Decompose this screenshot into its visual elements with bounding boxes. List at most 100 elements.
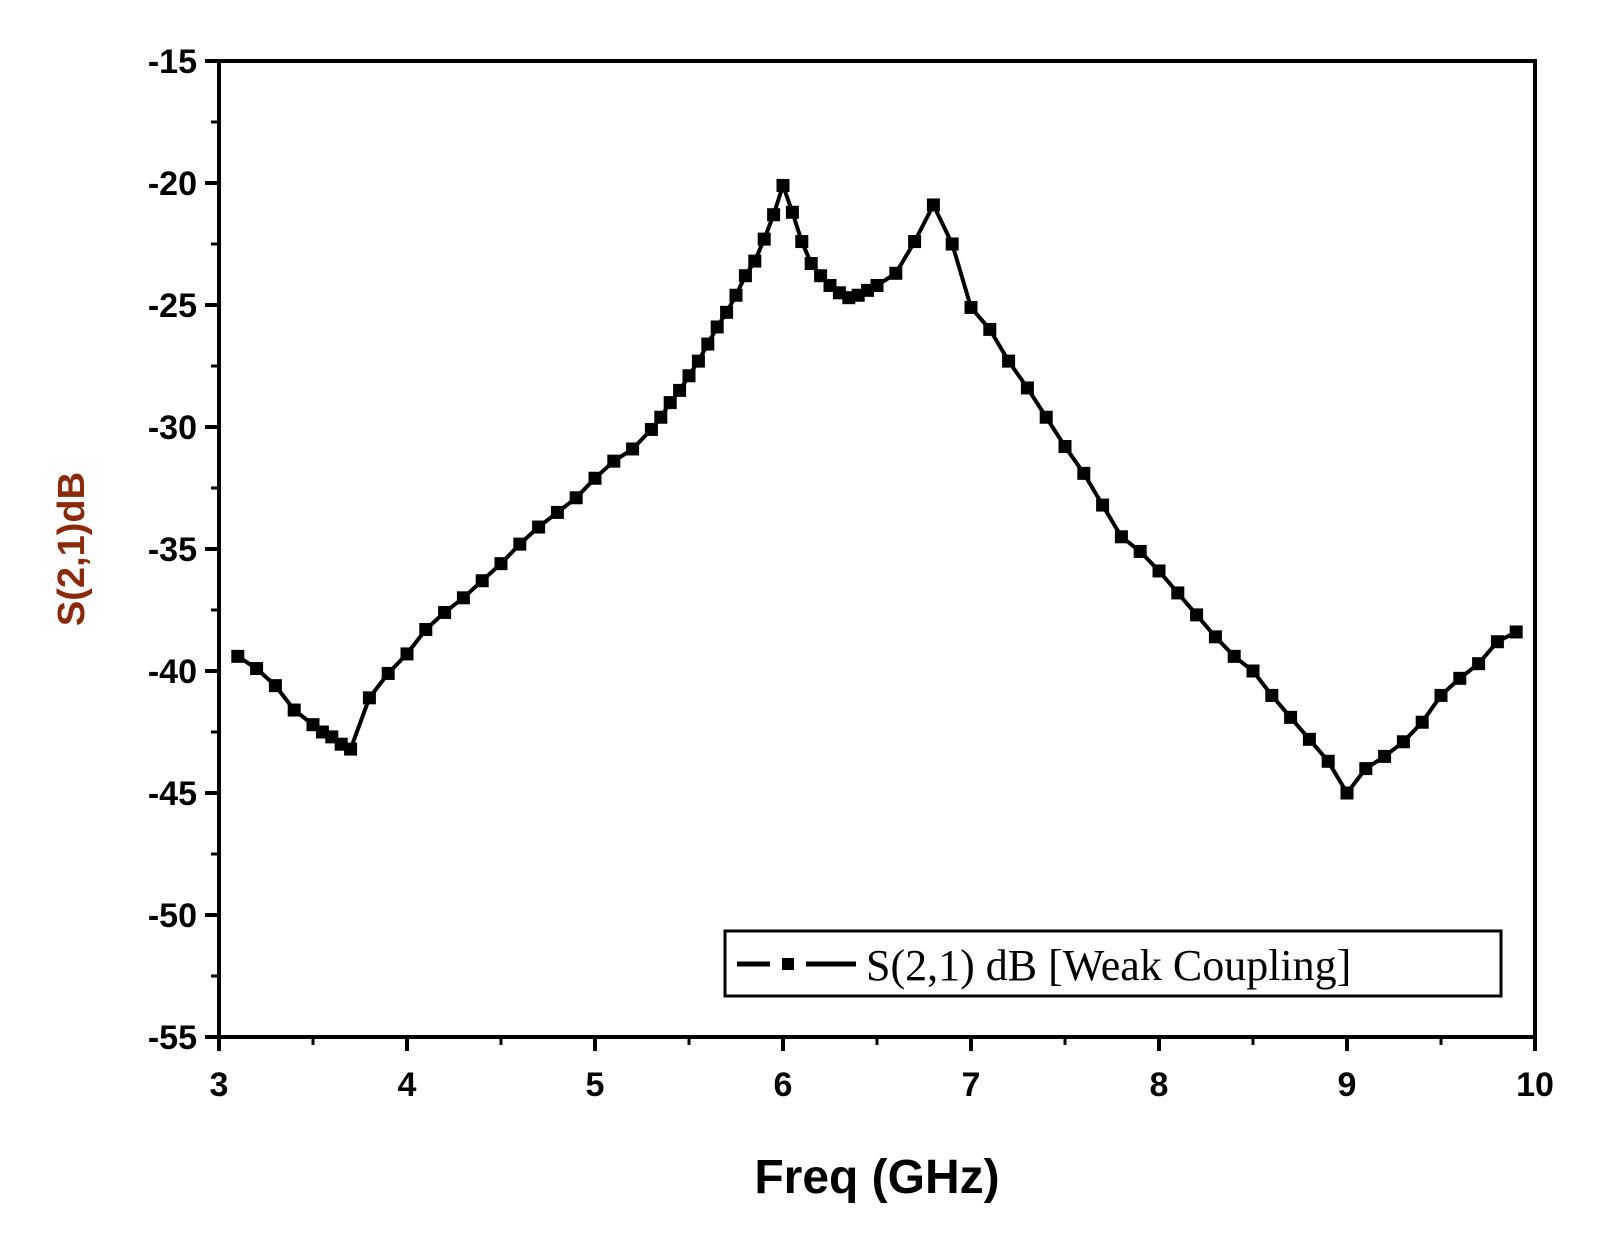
data-point <box>1171 586 1185 600</box>
y-tick-labels: -15 -20 -25 -30 -35 -40 -45 -50 -55 <box>148 43 197 1057</box>
data-point <box>814 269 828 283</box>
data-point <box>926 198 940 212</box>
y-tick-label: -30 <box>148 409 197 447</box>
y-tick-label: -35 <box>148 531 197 569</box>
data-point <box>804 257 818 271</box>
series-layer <box>231 178 1523 800</box>
data-point <box>1509 625 1523 639</box>
y-tick-label: -15 <box>148 43 197 81</box>
data-point <box>908 235 922 249</box>
x-tick-label: 10 <box>1516 1066 1554 1104</box>
y-tick-label: -40 <box>148 653 197 691</box>
data-point <box>268 679 282 693</box>
data-point <box>1490 635 1504 649</box>
data-point <box>1302 732 1316 746</box>
data-point <box>1096 498 1110 512</box>
data-point <box>889 266 903 280</box>
legend-marker <box>782 958 794 970</box>
data-point <box>663 396 677 410</box>
y-axis-title: S(2,1)dB <box>51 472 93 626</box>
data-point <box>1020 381 1034 395</box>
data-point <box>1208 630 1222 644</box>
data-point <box>344 742 358 756</box>
data-point <box>1190 608 1204 622</box>
legend-swatch <box>737 958 856 970</box>
data-point <box>250 662 264 676</box>
data-point <box>607 454 621 468</box>
data-point <box>654 410 668 424</box>
data-point <box>1396 735 1410 749</box>
data-point <box>795 235 809 249</box>
data-point <box>748 254 762 268</box>
data-point <box>362 691 376 705</box>
data-point <box>1415 715 1429 729</box>
major-ticks <box>205 59 1537 1051</box>
data-point <box>701 337 715 351</box>
data-point <box>983 322 997 336</box>
x-tick-label: 9 <box>1338 1066 1357 1104</box>
legend-label: S(2,1) dB [Weak Coupling] <box>866 941 1351 990</box>
x-tick-label: 4 <box>398 1066 417 1104</box>
legend: S(2,1) dB [Weak Coupling] <box>723 929 1503 998</box>
y-tick-label: -55 <box>148 1019 197 1057</box>
data-point <box>456 591 470 605</box>
data-point <box>1340 786 1354 800</box>
data-point <box>513 537 527 551</box>
data-point <box>767 208 781 222</box>
data-point <box>1133 544 1147 558</box>
data-point <box>1077 466 1091 480</box>
x-tick-label: 6 <box>774 1066 793 1104</box>
data-point <box>1321 754 1335 768</box>
data-point <box>569 491 583 505</box>
data-point <box>1152 564 1166 578</box>
data-point <box>1227 649 1241 663</box>
data-point <box>785 205 799 219</box>
data-point <box>1002 354 1016 368</box>
data-point <box>438 605 452 619</box>
data-point <box>475 574 489 588</box>
x-tick-labels: 3 4 5 6 7 8 9 10 <box>210 1066 1554 1104</box>
x-tick-label: 3 <box>210 1066 229 1104</box>
y-tick-label: -50 <box>148 897 197 935</box>
data-point <box>682 369 696 383</box>
data-point <box>673 383 687 397</box>
x-tick-label: 8 <box>1150 1066 1169 1104</box>
data-point <box>287 703 301 717</box>
data-point <box>691 354 705 368</box>
data-point <box>945 237 959 251</box>
data-point <box>1246 664 1260 678</box>
data-point <box>381 666 395 680</box>
data-point <box>1434 688 1448 702</box>
y-tick-label: -20 <box>148 165 197 203</box>
y-tick-label: -45 <box>148 775 197 813</box>
x-axis-title: Freq (GHz) <box>754 1151 999 1204</box>
data-point <box>1058 440 1072 454</box>
data-point <box>1453 671 1467 685</box>
data-point <box>757 232 771 246</box>
data-point <box>588 471 602 485</box>
data-point <box>1378 749 1392 763</box>
data-point <box>710 320 724 334</box>
data-point <box>720 305 734 319</box>
data-point <box>1114 530 1128 544</box>
data-point <box>1284 710 1298 724</box>
x-tick-label: 5 <box>586 1066 605 1104</box>
data-point <box>532 520 546 534</box>
x-tick-label: 7 <box>962 1066 981 1104</box>
minor-ticks <box>211 120 1443 1045</box>
data-point <box>1265 688 1279 702</box>
data-point <box>494 557 508 571</box>
data-point <box>419 623 433 637</box>
data-point <box>738 269 752 283</box>
data-point <box>626 442 640 456</box>
data-point <box>776 178 790 192</box>
data-point <box>550 505 564 519</box>
data-point <box>1359 762 1373 776</box>
data-point <box>644 422 658 436</box>
data-point <box>1039 410 1053 424</box>
y-tick-label: -25 <box>148 287 197 325</box>
data-point <box>400 647 414 661</box>
data-point <box>1472 657 1486 671</box>
